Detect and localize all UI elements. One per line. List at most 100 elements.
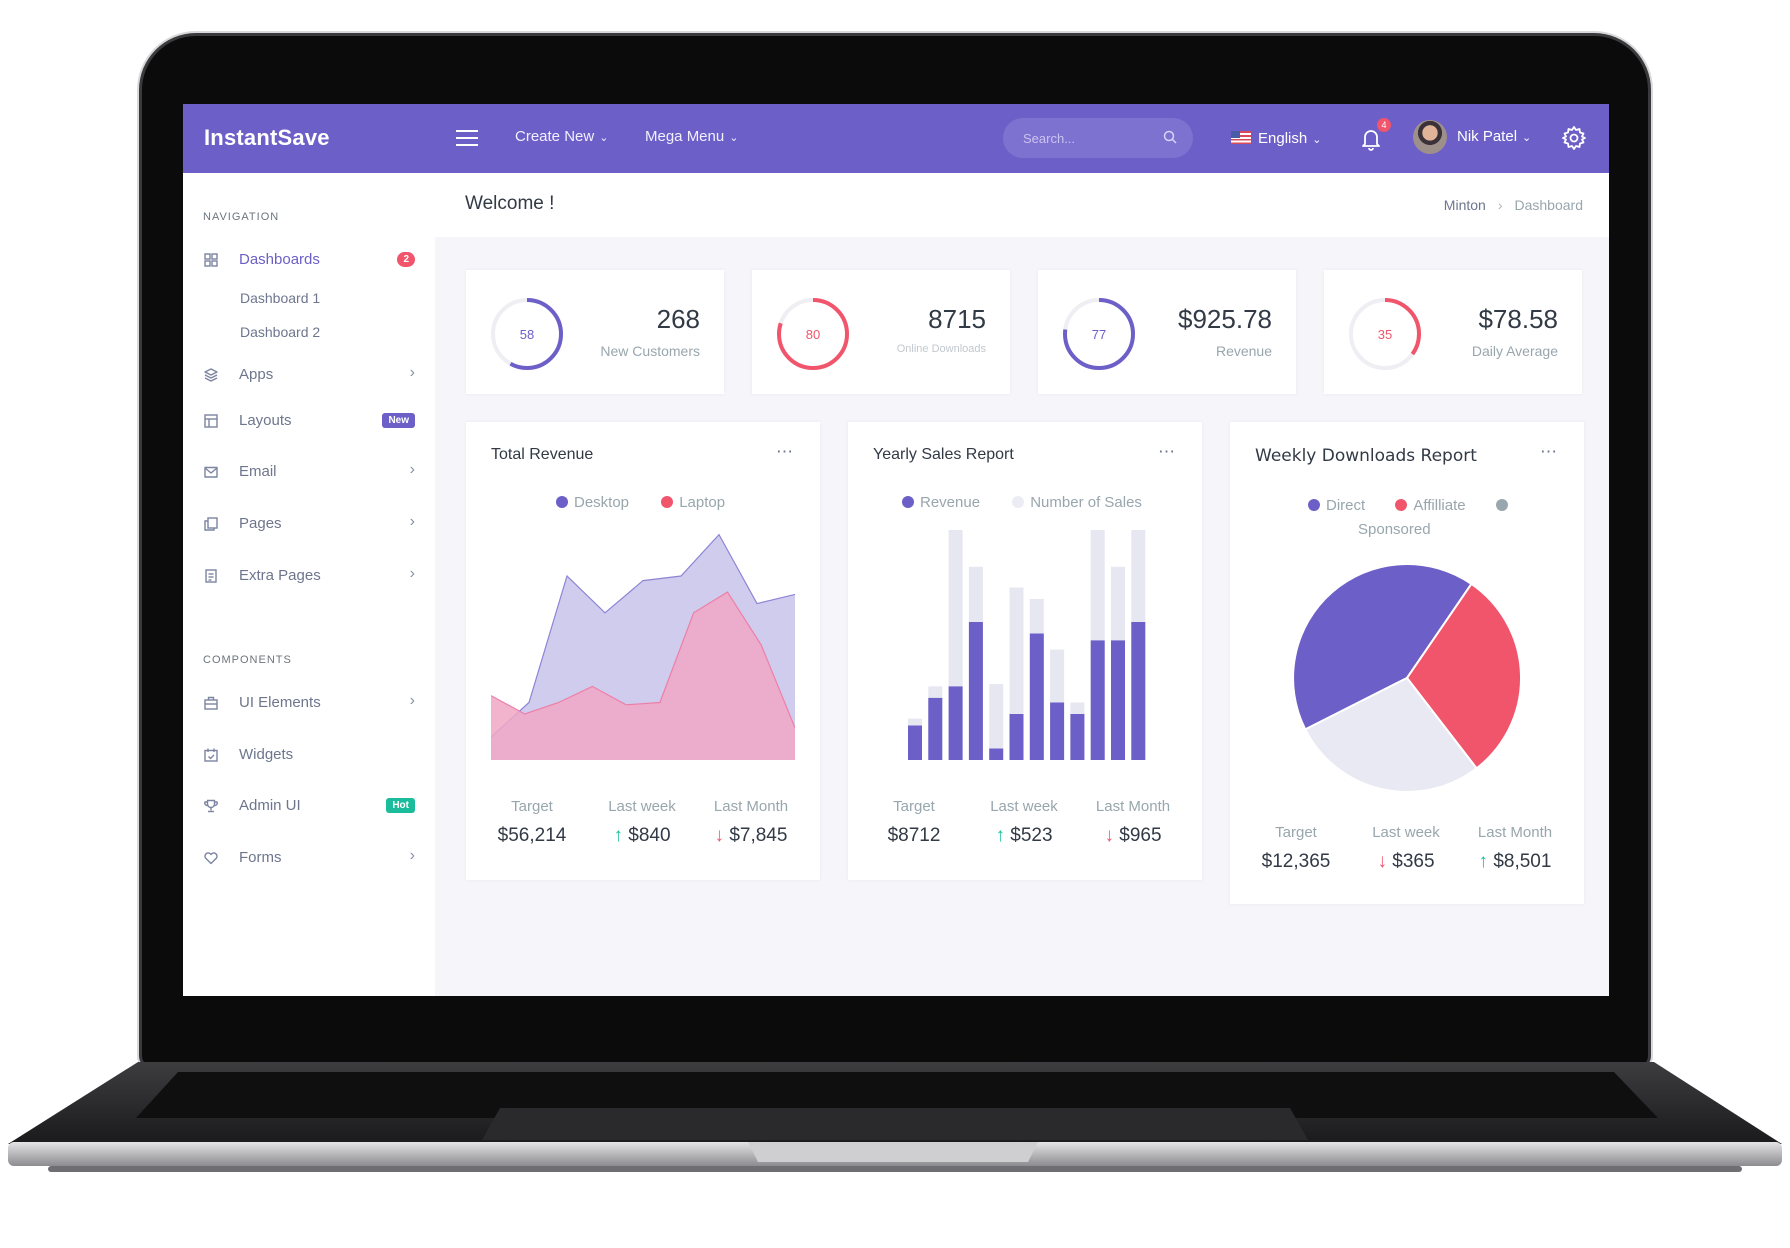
sidebar-item-email[interactable]: Email › <box>203 457 415 487</box>
kpi-label: Last Month <box>1095 798 1171 815</box>
sidebar-item-dashboards[interactable]: Dashboards 2 <box>203 245 415 275</box>
legend-item[interactable]: Affilliate <box>1395 497 1466 514</box>
legend-item[interactable]: Number of Sales <box>1012 494 1142 511</box>
sidebar-item-admin-ui[interactable]: Admin UI Hot <box>203 791 415 821</box>
chevron-down-icon: ⌄ <box>599 132 609 144</box>
chevron-right-icon: › <box>409 565 415 582</box>
more-options-icon[interactable]: ⋯ <box>1158 442 1176 461</box>
total-revenue-card: Total Revenue ⋯ Desktop Laptop Target $56… <box>466 422 820 880</box>
hamburger-menu-icon[interactable] <box>456 130 478 146</box>
legend-item[interactable]: Direct <box>1308 497 1365 514</box>
legend-label: Desktop <box>574 494 630 511</box>
kpi-value: $7,845 <box>729 825 788 846</box>
count-badge: 2 <box>397 252 415 267</box>
copy-icon <box>204 517 218 531</box>
revenue-bar <box>948 686 963 760</box>
sidebar-item-extra-pages[interactable]: Extra Pages › <box>203 561 415 591</box>
sidebar-item-layouts[interactable]: Layouts New <box>203 406 415 436</box>
revenue-bar <box>1050 702 1065 760</box>
arrow-up-icon: ↑ <box>1478 851 1489 872</box>
sidebar-item-ui-elements[interactable]: UI Elements › <box>203 688 415 718</box>
kpi-target: Target $56,214 <box>482 798 582 847</box>
legend-swatch <box>556 496 568 508</box>
search-icon[interactable] <box>1163 130 1177 144</box>
sidebar-item-forms[interactable]: Forms › <box>203 843 415 873</box>
stat-label: New Customers <box>600 343 700 359</box>
mega-menu[interactable]: Mega Menu ⌄ <box>645 128 738 145</box>
language-selector[interactable]: English ⌄ <box>1231 130 1321 147</box>
sidebar-item-label: Email <box>239 463 277 480</box>
breadcrumb-current: Dashboard <box>1514 197 1584 213</box>
kpi-label: Last week <box>1372 824 1440 841</box>
kpi-label: Last week <box>990 798 1058 815</box>
arrow-up-icon: ↑ <box>995 825 1005 846</box>
create-new-menu[interactable]: Create New ⌄ <box>515 128 608 145</box>
stat-card-downloads: 80 8715 Online Downloads <box>752 270 1010 394</box>
pie-slice-affilliate <box>1405 582 1521 770</box>
laptop-base <box>8 1062 1782 1172</box>
sidebar-item-pages[interactable]: Pages › <box>203 509 415 539</box>
sidebar-item-label: Apps <box>239 366 274 383</box>
revenue-bar <box>1111 640 1125 760</box>
legend-item[interactable]: Laptop <box>661 494 725 511</box>
revenue-bar <box>1070 714 1085 760</box>
search-input[interactable] <box>1003 118 1193 158</box>
breadcrumb-link[interactable]: Minton <box>1443 197 1486 213</box>
stat-value: $925.78 <box>1178 304 1272 334</box>
topbar: InstantSave Create New ⌄ Mega Menu ⌄ Engli… <box>183 104 1609 173</box>
sidebar-item-label: UI Elements <box>239 694 321 711</box>
gear-icon[interactable] <box>1561 125 1587 151</box>
legend-item[interactable]: Revenue <box>902 494 980 511</box>
briefcase-icon <box>204 696 218 710</box>
revenue-bar <box>989 748 1004 760</box>
pie-slice-direct <box>1293 564 1473 731</box>
kpi-label: Target <box>893 798 935 815</box>
stat-label: Online Downloads <box>896 343 986 355</box>
area-chart <box>491 533 795 760</box>
sidebar-subitem-dashboard-1[interactable]: Dashboard 1 <box>240 290 321 306</box>
chevron-down-icon: ⌄ <box>1312 134 1322 146</box>
progress-ring: 58 <box>491 298 563 370</box>
progress-value: 77 <box>1092 327 1106 342</box>
kpi-value: $365 <box>1392 851 1435 872</box>
legend-swatch <box>1012 496 1025 508</box>
user-menu[interactable]: Nik Patel ⌄ <box>1457 128 1531 145</box>
chevron-right-icon: › <box>409 364 415 381</box>
progress-value: 58 <box>520 327 534 342</box>
layers-icon <box>204 368 218 382</box>
legend-item[interactable]: Desktop <box>556 494 629 511</box>
page-title: Welcome ! <box>465 193 555 214</box>
pie-slice-sponsored <box>1303 676 1479 792</box>
kpi-label: Last Month <box>713 798 789 815</box>
brand-logo[interactable]: InstantSave <box>204 125 330 150</box>
stat-card-customers: 58 268 New Customers <box>466 270 724 394</box>
chevron-down-icon: ⌄ <box>1522 132 1532 144</box>
us-flag-icon <box>1231 131 1251 144</box>
sidebar-subitem-dashboard-2[interactable]: Dashboard 2 <box>240 324 321 340</box>
legend-label: Laptop <box>679 494 726 511</box>
avatar[interactable] <box>1413 120 1447 154</box>
revenue-bar <box>908 725 922 760</box>
progress-value: 35 <box>1378 327 1392 342</box>
sales-bar <box>989 684 1004 760</box>
kpi-value: $8,501 <box>1493 851 1552 872</box>
kpi-value: $8712 <box>887 825 941 846</box>
stat-label: Daily Average <box>1471 343 1558 359</box>
sidebar-item-label: Layouts <box>239 412 292 429</box>
sidebar-item-label: Forms <box>239 849 282 866</box>
kpi-last-month: Last Month ↓ $7,845 <box>701 798 801 847</box>
bell-icon[interactable] <box>1359 126 1383 152</box>
legend-label[interactable]: Sponsored <box>1358 521 1431 538</box>
kpi-target: Target $8712 <box>864 798 964 847</box>
area-line-desktop <box>491 533 795 738</box>
progress-ring-fill <box>491 298 563 370</box>
revenue-bar <box>968 622 983 760</box>
chevron-down-icon: ⌄ <box>729 132 739 144</box>
page-title-box: Welcome ! Minton › Dashboard <box>435 173 1609 237</box>
chevron-right-icon: › <box>409 847 415 864</box>
kpi-label: Target <box>1275 824 1317 841</box>
more-options-icon[interactable]: ⋯ <box>1540 442 1558 461</box>
more-options-icon[interactable]: ⋯ <box>776 442 794 461</box>
sidebar-item-widgets[interactable]: Widgets <box>203 740 415 770</box>
sidebar-item-apps[interactable]: Apps › <box>203 360 415 390</box>
